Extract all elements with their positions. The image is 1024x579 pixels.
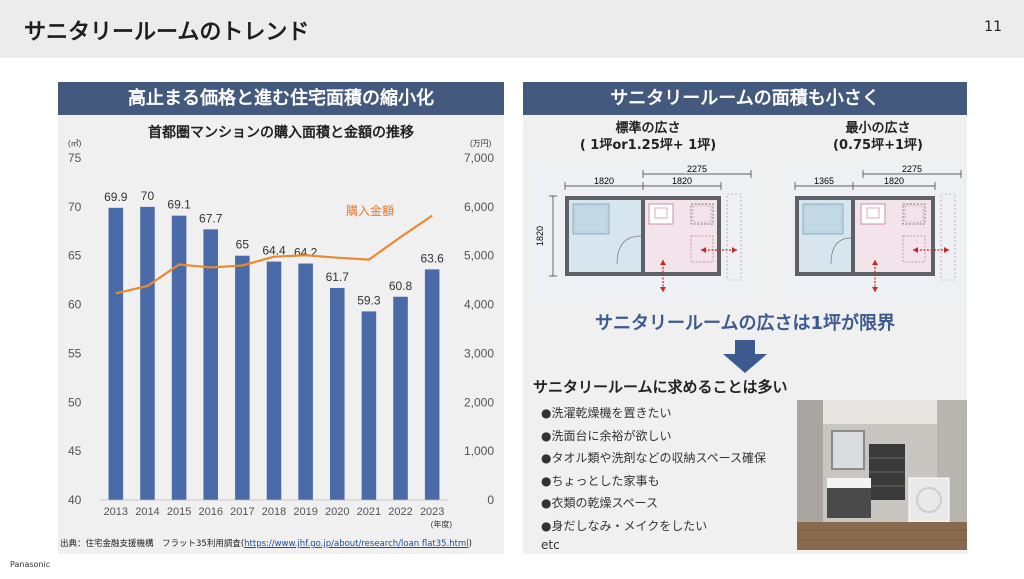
x-tick-label: 2020 xyxy=(325,506,349,518)
y-right-tick: 6,000 xyxy=(464,200,494,214)
needs-item: ●ちょっとした家事も xyxy=(541,473,660,488)
y-left-tick: 45 xyxy=(68,444,82,458)
x-unit-label: (年度) xyxy=(431,519,453,529)
bar-value-label: 65 xyxy=(236,238,250,252)
standard-size-title: 標準の広さ xyxy=(615,121,681,136)
y-left-tick: 70 xyxy=(68,200,82,214)
dim-side: 1820 xyxy=(535,226,545,246)
minimum-size-detail: (0.75坪+1坪) xyxy=(833,138,923,153)
x-tick-label: 2018 xyxy=(262,506,286,518)
needs-item: ●タオル類や洗剤などの収納スペース確保 xyxy=(541,451,767,465)
source-note: 出典：住宅金融支援機構 フラット35利用調査(https://www.jhf.g… xyxy=(60,537,472,549)
sanitary-room-photo xyxy=(797,400,967,550)
y-left-tick: 65 xyxy=(68,249,82,263)
y-left-tick: 40 xyxy=(68,493,82,507)
size-limit-message: サニタリールームの広さは1坪が限界 xyxy=(595,313,895,334)
brand-logo: Panasonic xyxy=(10,560,51,569)
y-left-unit: (㎡) xyxy=(68,139,82,148)
bar xyxy=(329,287,345,500)
needs-list: ●洗濯乾燥機を置きたい ●洗面台に余裕が欲しい ●タオル類や洗剤などの収納スペー… xyxy=(541,402,766,537)
minimum-size-title: 最小の広さ xyxy=(845,121,911,136)
x-tick-label: 2019 xyxy=(293,506,317,518)
dim-right: 1820 xyxy=(672,176,692,186)
page-number: 11 xyxy=(984,19,1002,35)
x-tick-label: 2022 xyxy=(388,506,412,518)
standard-size-detail: ( 1坪or1.25坪+ 1坪) xyxy=(579,138,717,153)
bar xyxy=(266,261,282,500)
needs-title: サニタリールームに求めることは多い xyxy=(533,378,788,396)
dim-left: 1365 xyxy=(814,176,834,186)
needs-etc: etc xyxy=(541,538,560,552)
minimum-size-label: 最小の広さ (0.75坪+1坪) xyxy=(793,120,963,154)
slide-header: サニタリールームのトレンド 11 xyxy=(0,0,1024,58)
y-left-tick: 50 xyxy=(68,395,82,409)
x-tick-label: 2014 xyxy=(135,506,159,518)
y-right-tick: 1,000 xyxy=(464,444,494,458)
minimum-floor-plan: 2275 1365 1820 xyxy=(785,164,967,304)
standard-floor-plan: 2275 1820 1820 1820 xyxy=(531,164,759,304)
y-right-tick: 3,000 xyxy=(464,346,494,360)
bar-value-label: 64.4 xyxy=(262,244,286,258)
needs-item: ●身だしなみ・メイクをしたい xyxy=(541,518,708,533)
x-tick-label: 2013 xyxy=(104,506,128,518)
bar-value-label: 63.6 xyxy=(421,251,445,265)
y-right-tick: 4,000 xyxy=(464,298,494,312)
x-tick-label: 2023 xyxy=(420,506,444,518)
bar xyxy=(424,269,440,500)
x-tick-label: 2017 xyxy=(230,506,254,518)
dim-left: 1820 xyxy=(594,176,614,186)
needs-item: ●洗面台に余裕が欲しい xyxy=(541,428,672,443)
source-link[interactable]: https://www.jhf.go.jp/about/research/loa… xyxy=(244,539,469,549)
standard-size-label: 標準の広さ ( 1坪or1.25坪+ 1坪) xyxy=(563,120,733,154)
price-line xyxy=(115,214,433,295)
bar-value-label: 59.3 xyxy=(357,293,381,307)
bar-value-label: 60.8 xyxy=(389,279,413,293)
y-right-tick: 0 xyxy=(487,493,494,507)
chart-title: 首都圏マンションの購入面積と金額の推移 xyxy=(148,125,414,141)
price-area-panel: 高止まる価格と進む住宅面積の縮小化 首都圏マンションの購入面積と金額の推移 (㎡… xyxy=(58,82,504,554)
bar xyxy=(393,296,408,500)
y-left-tick: 55 xyxy=(68,346,82,360)
bar-value-label: 67.7 xyxy=(199,211,223,225)
sanitary-panel: サニタリールームの面積も小さく 標準の広さ ( 1坪or1.25坪+ 1坪) 最… xyxy=(523,82,967,554)
down-arrow-icon xyxy=(723,340,767,373)
bar xyxy=(361,311,377,500)
x-tick-label: 2021 xyxy=(357,506,381,518)
dim-total: 2275 xyxy=(687,164,707,174)
bar-value-label: 69.1 xyxy=(167,198,191,212)
y-right-unit: (万円) xyxy=(470,139,492,148)
dim-total: 2275 xyxy=(902,164,922,174)
bar-value-label: 64.2 xyxy=(294,246,318,260)
slide-title: サニタリールームのトレンド xyxy=(24,20,310,45)
bar-value-label: 70 xyxy=(141,189,155,203)
right-banner: サニタリールームの面積も小さく xyxy=(523,82,967,115)
bar xyxy=(171,215,187,500)
source-prefix: 出典：住宅金融支援機構 フラット35利用調査( xyxy=(60,539,245,549)
bar-value-label: 69.9 xyxy=(104,190,128,204)
y-left-tick: 60 xyxy=(68,298,82,312)
needs-item: ●衣類の乾燥スペース xyxy=(541,496,659,510)
bar xyxy=(298,263,313,500)
line-series-label: 購入金額 xyxy=(346,203,394,218)
y-right-tick: 2,000 xyxy=(464,395,494,409)
x-tick-label: 2015 xyxy=(167,506,191,518)
y-right-tick: 7,000 xyxy=(464,151,494,165)
area-price-chart: (㎡) (万円) 40 45 50 55 60 65 70 75 0 1,000 2,000 3,000 4… xyxy=(68,139,494,529)
bar xyxy=(140,206,155,500)
bar xyxy=(108,207,124,500)
needs-item: ●洗濯乾燥機を置きたい xyxy=(541,406,672,420)
source-suffix: ) xyxy=(468,539,472,549)
bar xyxy=(235,255,250,500)
bar-value-label: 61.7 xyxy=(326,270,350,284)
y-right-tick: 5,000 xyxy=(464,249,494,263)
left-banner: 高止まる価格と進む住宅面積の縮小化 xyxy=(58,82,504,115)
y-left-tick: 75 xyxy=(68,151,82,165)
dim-right: 1820 xyxy=(884,176,904,186)
bar xyxy=(203,229,219,500)
x-tick-label: 2016 xyxy=(198,506,222,518)
